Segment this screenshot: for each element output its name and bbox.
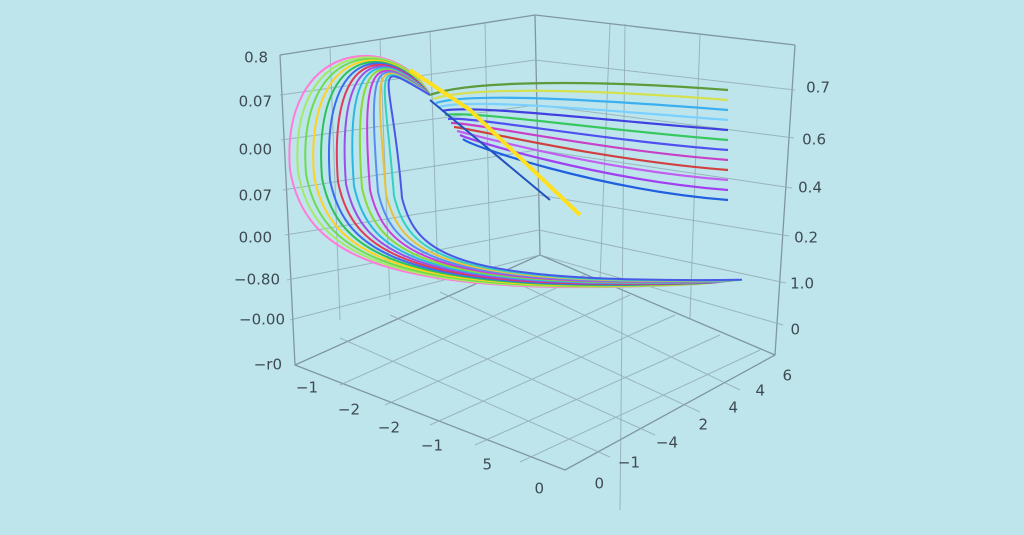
z-tick-label: 0.07 [239,93,272,111]
y-tick-label: 0 [594,475,604,493]
z-tick-label: 0.4 [798,179,822,197]
x-tick-label: 0 [534,480,544,498]
curve [444,113,729,142]
curve [456,129,729,182]
z-tick-label: 0.00 [239,229,272,247]
z-tick-label: 0.7 [806,79,830,97]
y-tick-label: −4 [656,434,678,452]
curve [462,138,729,202]
x-tick-label: −2 [378,419,400,437]
curve [438,102,729,122]
z-tick-label: 0 [790,321,800,339]
x-tick-label: −1 [421,437,443,455]
curve [429,99,551,201]
x-tick-label: 5 [482,456,492,474]
y-tick-label: 6 [782,367,792,385]
z-tick-label: 0.8 [244,49,268,67]
z-tick-label: −r0 [254,356,282,374]
y-tick-label: 4 [728,399,738,417]
curve [304,57,707,288]
y-tick-label: −1 [618,454,640,472]
x-tick-label: −2 [338,401,360,419]
z-tick-label: 0.2 [794,229,818,247]
x-tick-label: −1 [296,379,318,397]
z-tick-label: −0.80 [234,271,280,289]
curve [447,117,729,152]
y-tick-label: 2 [698,416,708,434]
z-tick-label: 0.6 [802,131,826,149]
z-tick-label: 0.07 [239,187,272,205]
curve [429,81,729,97]
z-tick-label: 0.00 [239,141,272,159]
curve [408,68,582,217]
curve [441,108,729,132]
curve [432,89,729,102]
curve [450,121,729,162]
curves [288,54,743,289]
z-tick-label: −0.00 [239,311,285,329]
z-tick-label: 1.0 [790,275,814,293]
y-tick-label: 4 [755,382,765,400]
curve [459,133,729,192]
curve [387,75,743,282]
